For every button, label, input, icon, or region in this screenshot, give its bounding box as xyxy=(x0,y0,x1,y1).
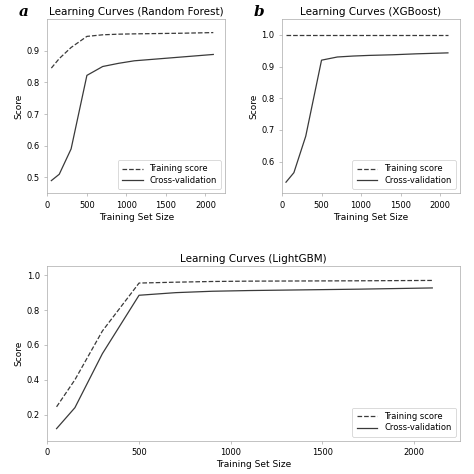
Title: Learning Curves (Random Forest): Learning Curves (Random Forest) xyxy=(49,7,224,17)
Cross-validation xyxy=(155,56,161,62)
Cross-validation xyxy=(136,292,142,298)
Line: Cross-validation: Cross-validation xyxy=(286,53,448,182)
Training score xyxy=(350,32,356,37)
Legend: Training score, Cross-validation: Training score, Cross-validation xyxy=(352,408,456,437)
Cross-validation xyxy=(291,170,297,175)
Cross-validation xyxy=(283,179,289,185)
Cross-validation xyxy=(68,146,74,152)
Cross-validation xyxy=(56,172,62,177)
Training score xyxy=(210,30,216,36)
Training score xyxy=(390,32,395,37)
Training score xyxy=(48,65,54,71)
Training score xyxy=(68,45,74,50)
Training score xyxy=(131,31,137,36)
Y-axis label: Score: Score xyxy=(249,93,258,119)
Training score xyxy=(445,32,451,37)
Training score xyxy=(413,32,419,37)
Cross-validation xyxy=(100,64,106,69)
Training score xyxy=(366,32,372,37)
Training score xyxy=(210,279,215,284)
Cross-validation xyxy=(84,73,90,78)
Cross-validation xyxy=(54,426,59,431)
Title: Learning Curves (XGBoost): Learning Curves (XGBoost) xyxy=(301,7,441,17)
Cross-validation xyxy=(100,351,105,356)
Y-axis label: Score: Score xyxy=(15,93,24,119)
Y-axis label: Score: Score xyxy=(15,341,24,366)
Cross-validation xyxy=(303,133,309,139)
Line: Training score: Training score xyxy=(51,33,213,68)
Cross-validation xyxy=(210,288,215,294)
Cross-validation xyxy=(445,50,451,56)
Training score xyxy=(54,404,59,410)
Line: Training score: Training score xyxy=(56,281,432,407)
Cross-validation xyxy=(301,287,307,293)
Legend: Training score, Cross-validation: Training score, Cross-validation xyxy=(118,160,221,189)
Training score xyxy=(301,278,307,284)
Cross-validation xyxy=(116,61,121,66)
X-axis label: Training Set Size: Training Set Size xyxy=(99,213,174,222)
X-axis label: Training Set Size: Training Set Size xyxy=(333,213,409,222)
Training score xyxy=(291,32,297,37)
Training score xyxy=(100,32,106,37)
Cross-validation xyxy=(48,178,54,183)
Cross-validation xyxy=(335,54,340,60)
Cross-validation xyxy=(413,51,419,57)
Training score xyxy=(56,56,62,62)
Training score xyxy=(72,377,78,383)
Training score xyxy=(155,31,161,36)
Text: a: a xyxy=(19,5,29,19)
Training score xyxy=(173,279,179,285)
Training score xyxy=(335,32,340,37)
Training score xyxy=(319,32,324,37)
Cross-validation xyxy=(350,53,356,59)
Cross-validation xyxy=(72,405,78,410)
Cross-validation xyxy=(173,290,179,295)
Title: Learning Curves (LightGBM): Learning Curves (LightGBM) xyxy=(180,255,327,264)
Cross-validation xyxy=(179,54,184,60)
Cross-validation xyxy=(210,52,216,57)
Legend: Training score, Cross-validation: Training score, Cross-validation xyxy=(352,160,456,189)
Cross-validation xyxy=(356,286,362,292)
Training score xyxy=(136,280,142,286)
Training score xyxy=(116,31,121,37)
Training score xyxy=(84,34,90,39)
Cross-validation xyxy=(390,52,395,58)
Cross-validation xyxy=(246,288,252,293)
Training score xyxy=(303,32,309,37)
Cross-validation xyxy=(131,58,137,64)
Training score xyxy=(100,328,105,334)
Training score xyxy=(356,278,362,283)
Training score xyxy=(429,278,435,283)
Cross-validation xyxy=(429,285,435,291)
Training score xyxy=(283,32,289,37)
Text: b: b xyxy=(254,5,264,19)
Line: Cross-validation: Cross-validation xyxy=(56,288,432,428)
Cross-validation xyxy=(366,53,372,58)
X-axis label: Training Set Size: Training Set Size xyxy=(216,460,291,469)
Line: Cross-validation: Cross-validation xyxy=(51,55,213,181)
Training score xyxy=(179,30,184,36)
Training score xyxy=(246,278,252,284)
Cross-validation xyxy=(319,57,324,63)
